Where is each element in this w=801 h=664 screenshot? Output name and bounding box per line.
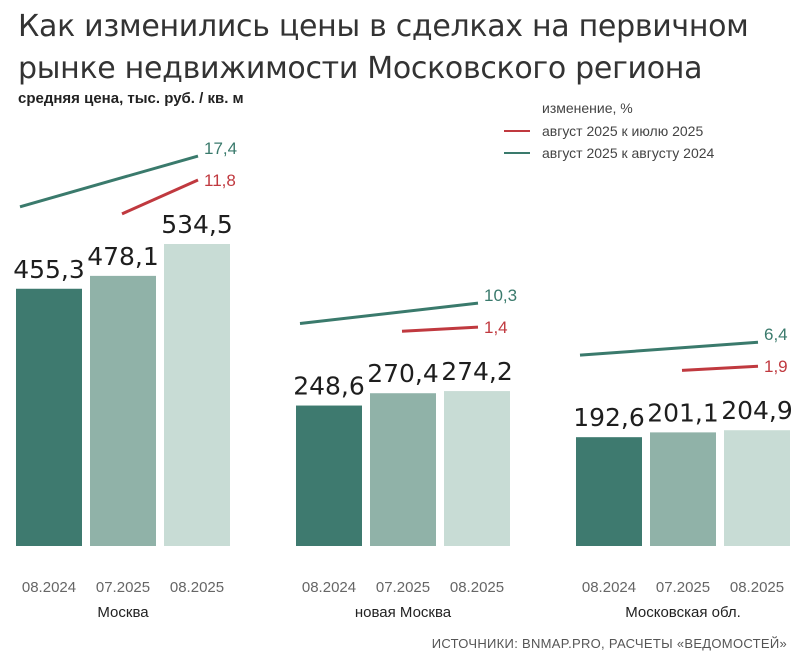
bar-value-label: 455,3	[13, 255, 85, 284]
bar-value-label: 192,6	[573, 403, 645, 432]
group-label: Московская обл.	[625, 604, 741, 621]
change-value-month: 1,4	[484, 318, 508, 337]
bar-value-label: 270,4	[367, 359, 439, 388]
source-note: ИСТОЧНИКИ: BNMAP.PRO, РАСЧЕТЫ «ВЕДОМОСТЕ…	[431, 636, 787, 651]
bar	[164, 244, 230, 546]
bar	[444, 391, 510, 546]
bar-value-label: 534,5	[161, 210, 233, 239]
legend-header: изменение, %	[542, 100, 633, 116]
change-line-month	[401, 325, 479, 333]
bar	[296, 405, 362, 546]
change-line-month	[681, 364, 759, 372]
chart-title: Как изменились цены в сделках на первичн…	[18, 9, 749, 86]
chart-subtitle: средняя цена, тыс. руб. / кв. м	[18, 90, 244, 107]
change-line-month	[121, 178, 199, 216]
legend: изменение, % август 2025 к июлю 2025 авг…	[500, 100, 714, 164]
bar	[90, 275, 156, 546]
x-tick-label: 08.2024	[22, 579, 76, 596]
x-tick-label: 08.2024	[302, 579, 356, 596]
legend-label-month: август 2025 к июлю 2025	[542, 123, 704, 139]
legend-item-year: август 2025 к августу 2024	[500, 142, 714, 164]
bar	[650, 432, 716, 546]
x-tick-label: 08.2025	[170, 579, 224, 596]
x-tick-label: 08.2024	[582, 579, 636, 596]
group-label: новая Москва	[355, 604, 452, 621]
x-tick-label: 07.2025	[96, 579, 150, 596]
bar-value-label: 274,2	[441, 357, 513, 386]
bar-value-label: 478,1	[87, 242, 159, 271]
change-value-year: 6,4	[764, 325, 788, 344]
bar-value-label: 248,6	[293, 372, 365, 401]
legend-item-month: август 2025 к июлю 2025	[500, 120, 714, 142]
bar	[724, 430, 790, 546]
change-line-year	[299, 301, 479, 326]
bar-value-label: 201,1	[647, 398, 719, 427]
x-tick-label: 08.2025	[730, 579, 784, 596]
change-line-year	[579, 340, 759, 357]
bar	[370, 393, 436, 546]
bar	[16, 288, 82, 546]
legend-label-year: август 2025 к августу 2024	[542, 145, 715, 161]
legend-swatch-year	[504, 152, 530, 154]
change-value-month: 1,9	[764, 357, 788, 376]
bar	[576, 437, 642, 546]
x-tick-label: 07.2025	[656, 579, 710, 596]
x-tick-label: 07.2025	[376, 579, 430, 596]
bar-value-label: 204,9	[721, 396, 793, 425]
legend-swatch-month	[504, 130, 530, 132]
change-value-year: 10,3	[484, 286, 517, 305]
group-label: Москва	[97, 604, 149, 621]
change-line-year	[19, 154, 199, 209]
change-value-year: 17,4	[204, 139, 237, 158]
x-tick-label: 08.2025	[450, 579, 504, 596]
change-value-month: 11,8	[204, 171, 236, 190]
